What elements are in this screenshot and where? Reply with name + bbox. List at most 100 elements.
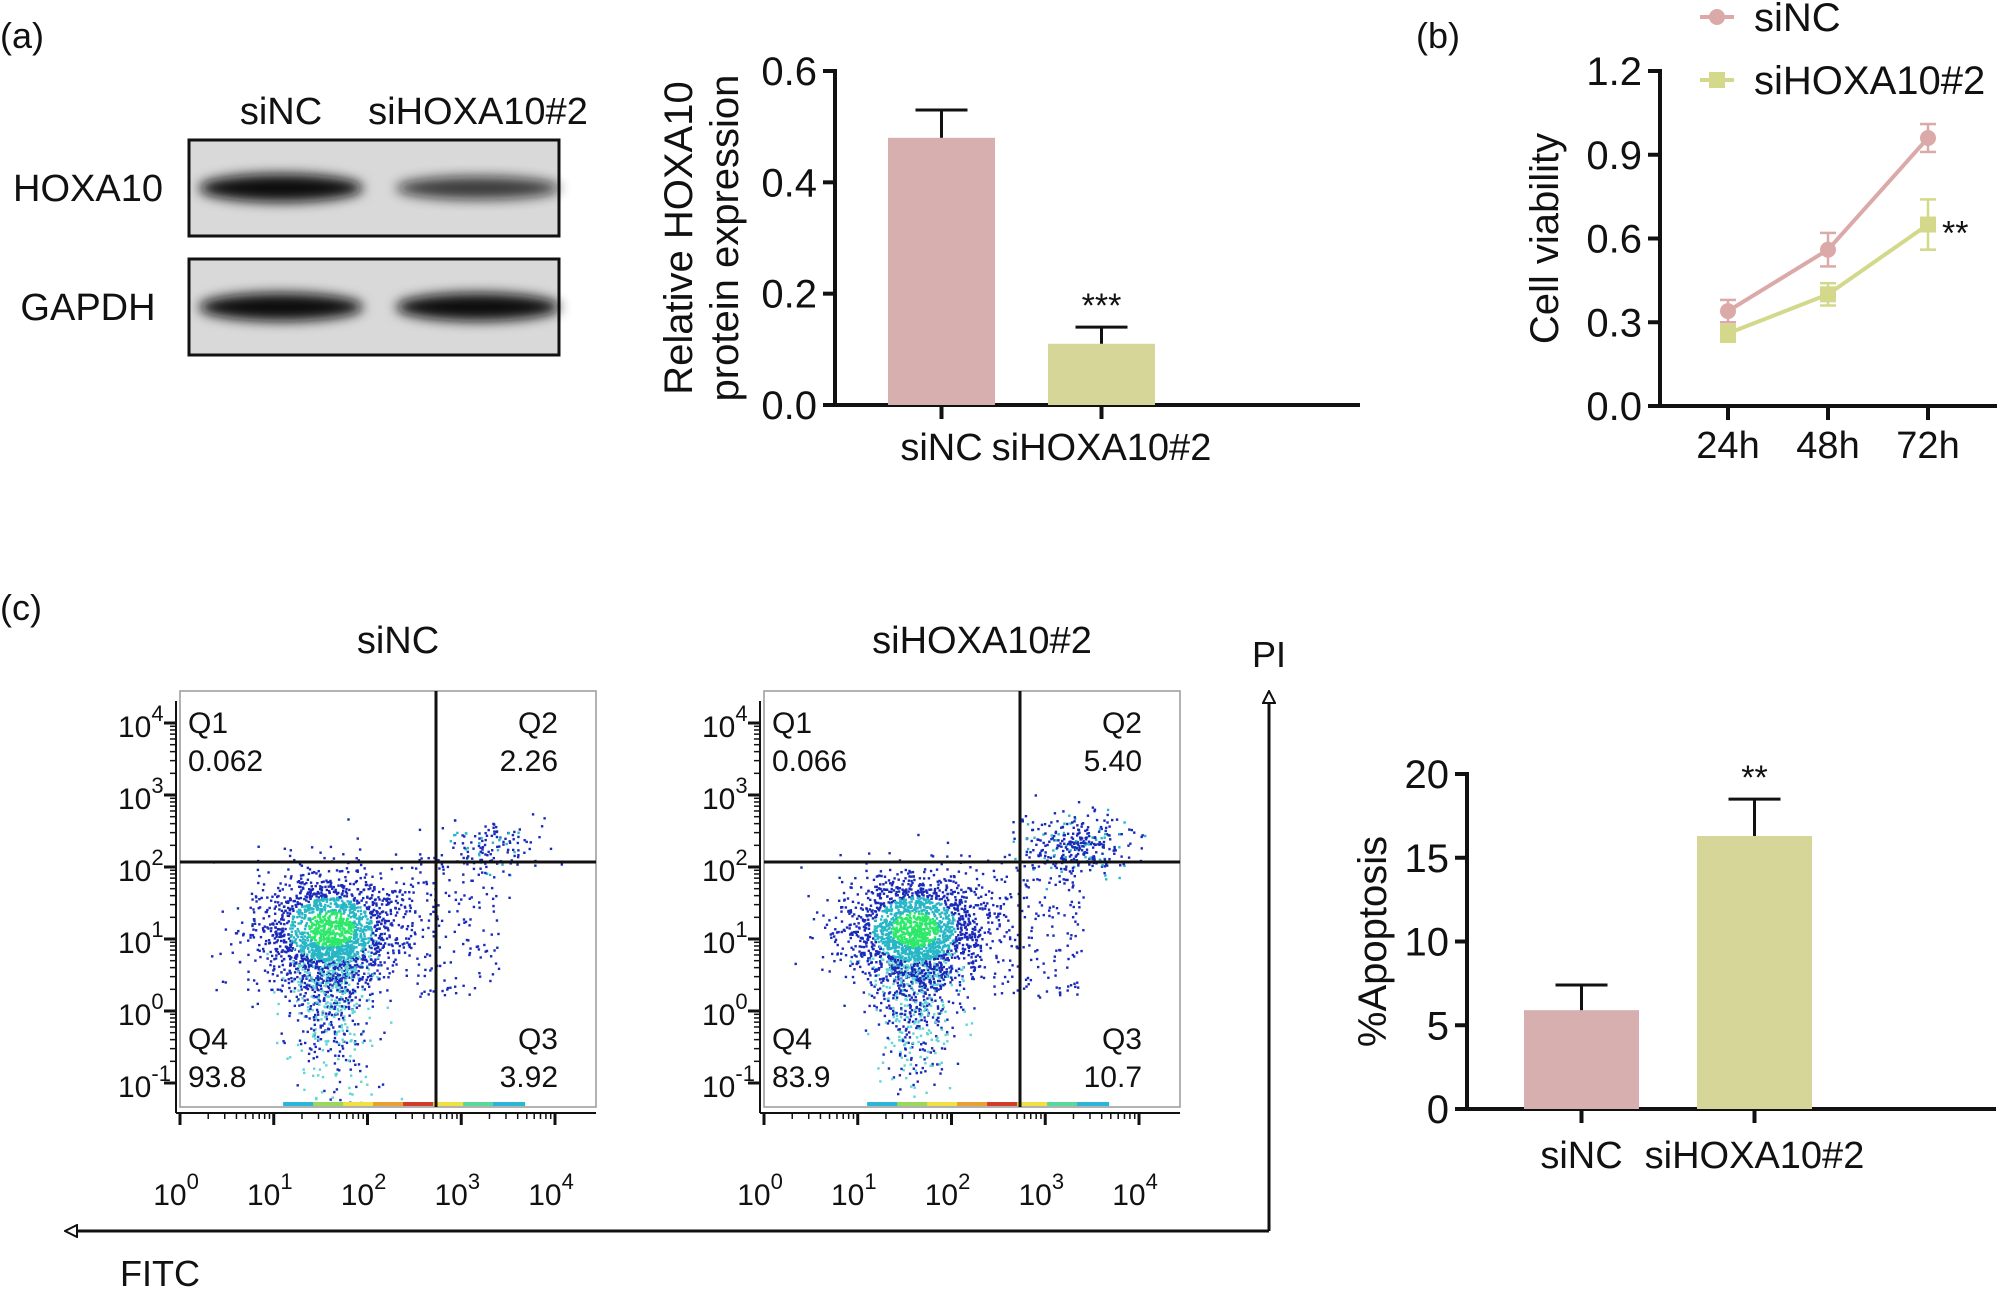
event-dot [900, 963, 904, 967]
event-dot [988, 911, 991, 915]
panel-label-b: (b) [1416, 15, 1460, 56]
event-dot [850, 955, 853, 959]
event-dot [979, 946, 982, 950]
event-dot [493, 830, 496, 833]
event-dot [345, 962, 348, 965]
event-dot [958, 981, 962, 984]
event-dot [367, 950, 370, 954]
event-dot [342, 886, 345, 890]
event-dot [316, 1002, 319, 1005]
event-dot [298, 1004, 301, 1007]
event-dot [335, 1003, 339, 1007]
event-dot [306, 957, 309, 960]
event-dot [288, 969, 291, 972]
event-dot [286, 901, 290, 904]
event-dot [348, 939, 351, 943]
event-dot [873, 928, 877, 931]
event-dot [265, 910, 268, 914]
event-dot [401, 943, 404, 946]
event-dot [334, 932, 337, 936]
event-dot [955, 950, 958, 953]
event-dot [910, 955, 914, 958]
event-dot [498, 838, 501, 842]
event-dot [343, 980, 347, 983]
event-dot [517, 831, 520, 834]
y-tick-label: 0.3 [1586, 301, 1642, 345]
event-dot [356, 927, 360, 930]
event-dot [492, 826, 495, 829]
event-dot [326, 1001, 329, 1004]
event-dot [296, 927, 299, 931]
event-dot [453, 833, 456, 837]
event-dot [251, 898, 254, 901]
event-dot [264, 939, 268, 943]
event-dot [921, 964, 925, 967]
event-dot [348, 906, 352, 909]
event-dot [907, 966, 910, 969]
event-dot [896, 873, 899, 876]
event-dot [980, 958, 983, 962]
event-dot [357, 965, 360, 968]
event-dot [316, 977, 320, 980]
event-dot [938, 889, 941, 892]
event-dot [273, 967, 276, 971]
event-dot [338, 955, 341, 958]
event-dot [898, 943, 901, 946]
event-dot [946, 905, 949, 909]
event-dot [277, 927, 280, 931]
event-dot [271, 973, 275, 976]
event-dot [345, 895, 349, 898]
event-dot [344, 905, 347, 909]
event-dot [851, 933, 854, 936]
event-dot [484, 862, 487, 865]
event-dot [904, 898, 907, 901]
event-dot [921, 891, 924, 894]
event-dot [377, 937, 381, 940]
event-dot [276, 901, 280, 904]
event-dot [390, 1021, 393, 1024]
event-dot [903, 960, 907, 963]
event-dot [495, 862, 499, 865]
event-dot [282, 905, 286, 909]
event-dot [369, 934, 373, 937]
event-dot [355, 972, 358, 975]
event-dot [513, 854, 516, 858]
event-dot [886, 895, 889, 898]
event-dot [460, 853, 463, 856]
event-dot [348, 1014, 351, 1017]
event-dot [940, 1068, 944, 1071]
event-dot [335, 1031, 339, 1034]
event-dot [931, 943, 935, 947]
event-dot [326, 929, 329, 932]
event-dot [961, 915, 964, 918]
event-dot [940, 920, 944, 924]
event-dot [315, 949, 318, 953]
event-dot [360, 995, 364, 998]
event-dot [952, 913, 955, 916]
event-dot [890, 897, 893, 900]
event-dot [358, 979, 361, 982]
event-dot [335, 916, 338, 920]
event-dot [331, 986, 334, 990]
event-dot [355, 857, 358, 860]
event-dot [324, 941, 327, 945]
event-dot [278, 904, 281, 907]
event-dot [972, 977, 975, 981]
event-dot [904, 969, 907, 972]
event-dot [353, 964, 357, 967]
event-dot [857, 914, 861, 918]
event-dot [292, 941, 295, 944]
event-dot [316, 1035, 320, 1039]
x-tick-label: 24h [1696, 425, 1759, 467]
event-dot [465, 938, 469, 942]
event-dot [919, 900, 923, 904]
event-dot [531, 813, 535, 816]
event-dot [912, 936, 915, 940]
event-dot [429, 969, 432, 972]
event-dot [323, 997, 326, 1000]
event-dot [914, 1069, 917, 1072]
event-dot [317, 994, 321, 997]
event-dot [333, 1005, 337, 1009]
event-dot [498, 845, 501, 848]
event-dot [278, 965, 281, 968]
